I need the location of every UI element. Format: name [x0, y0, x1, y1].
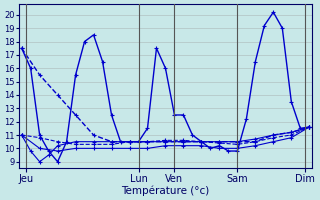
X-axis label: Température (°c): Température (°c) [121, 185, 210, 196]
